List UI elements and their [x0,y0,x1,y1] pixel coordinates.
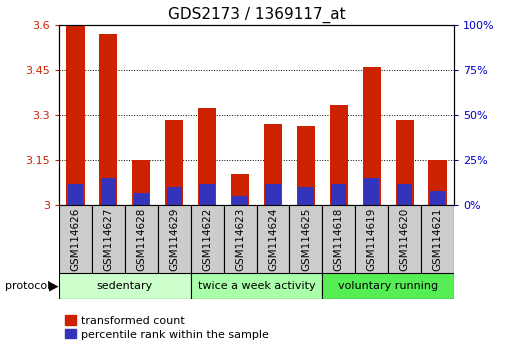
Bar [165,120,183,205]
Bar [322,273,454,299]
Text: GSM114619: GSM114619 [367,207,377,271]
Bar [191,205,224,273]
Bar [256,205,289,273]
Text: GSM114629: GSM114629 [169,207,179,271]
Title: GDS2173 / 1369117_at: GDS2173 / 1369117_at [168,7,345,23]
Bar [59,205,92,273]
Bar [191,273,322,299]
Bar [232,196,248,205]
Text: GSM114618: GSM114618 [334,207,344,271]
Text: sedentary: sedentary [97,281,153,291]
Bar [231,174,249,205]
Text: GSM114627: GSM114627 [104,207,113,271]
Bar [364,178,380,205]
Text: GSM114624: GSM114624 [268,207,278,271]
Bar [265,184,281,205]
Bar [200,184,215,205]
Bar [428,160,447,205]
Text: GSM114621: GSM114621 [432,207,443,271]
Text: GSM114628: GSM114628 [136,207,146,271]
Text: ▶: ▶ [49,279,58,292]
Bar [167,187,182,205]
Text: voluntary running: voluntary running [338,281,438,291]
Text: GSM114625: GSM114625 [301,207,311,271]
Text: GSM114622: GSM114622 [202,207,212,271]
Bar [430,191,445,205]
Bar [59,273,191,299]
Bar [396,120,413,205]
Bar [66,25,85,205]
Bar [100,34,117,205]
Bar [101,178,116,205]
Bar [331,184,346,205]
Text: protocol: protocol [5,281,50,291]
Legend: transformed count, percentile rank within the sample: transformed count, percentile rank withi… [65,315,269,339]
Text: GSM114626: GSM114626 [70,207,81,271]
Bar [68,184,83,205]
Bar [363,67,381,205]
Bar [125,205,158,273]
Bar [322,205,355,273]
Bar [289,205,322,273]
Bar [421,205,454,273]
Text: twice a week activity: twice a week activity [198,281,315,291]
Bar [158,205,191,273]
Bar [224,205,256,273]
Bar [330,104,348,205]
Bar [264,124,282,205]
Bar [355,205,388,273]
Text: GSM114623: GSM114623 [235,207,245,271]
Bar [298,187,313,205]
Text: GSM114620: GSM114620 [400,207,409,270]
Bar [397,184,412,205]
Bar [133,193,149,205]
Bar [132,160,150,205]
Bar [297,126,315,205]
Bar [92,205,125,273]
Bar [198,108,216,205]
Bar [388,205,421,273]
